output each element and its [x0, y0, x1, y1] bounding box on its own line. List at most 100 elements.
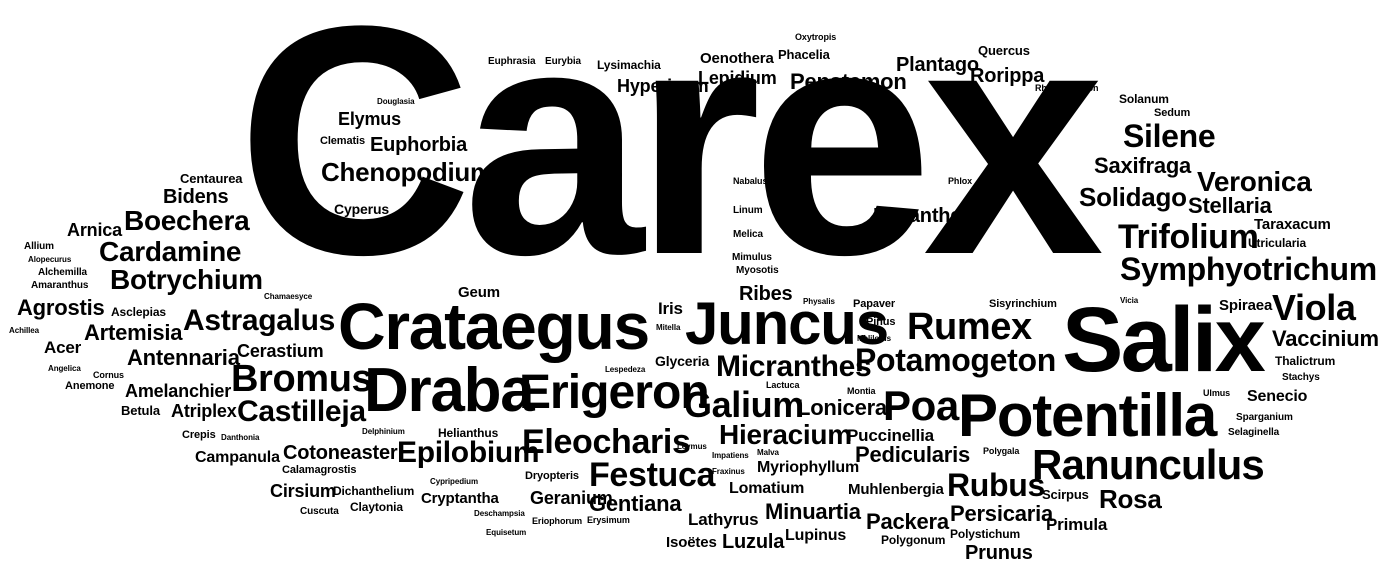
word-lonicera: Lonicera — [797, 395, 887, 420]
word-galium: Galium — [684, 384, 804, 425]
word-symphyotrichum: Symphyotrichum — [1120, 251, 1377, 287]
word-phacelia: Phacelia — [778, 47, 830, 62]
word-leymus: Leymus — [677, 442, 707, 451]
word-botrychium: Botrychium — [110, 264, 263, 295]
word-salix: Salix — [1062, 289, 1266, 391]
word-eurybia: Eurybia — [545, 56, 581, 67]
word-polygala: Polygala — [983, 446, 1020, 456]
word-saxifraga: Saxifraga — [1094, 153, 1192, 178]
word-rumex: Rumex — [907, 306, 1032, 348]
word-penstemon: Penstemon — [790, 69, 907, 94]
word-vaccinium: Vaccinium — [1272, 326, 1379, 351]
word-cuscuta: Cuscuta — [300, 506, 339, 517]
word-betula: Betula — [121, 403, 160, 418]
word-ulmus: Ulmus — [1203, 388, 1231, 398]
word-equisetum: Equisetum — [486, 528, 527, 537]
word-anemone: Anemone — [65, 380, 115, 392]
word-cypripedium: Cypripedium — [430, 477, 479, 486]
word-linum: Linum — [733, 205, 763, 216]
word-solanum: Solanum — [1119, 92, 1169, 106]
word-pinus: Pinus — [866, 316, 896, 328]
word-micranthes: Micranthes — [716, 350, 872, 383]
word-oxytropis: Oxytropis — [795, 32, 837, 42]
word-viola: Viola — [1272, 287, 1356, 328]
word-allium: Allium — [24, 241, 54, 252]
word-gentiana: Gentiana — [589, 491, 682, 516]
word-euphorbia: Euphorbia — [370, 134, 468, 156]
word-atriplex: Atriplex — [171, 401, 237, 421]
word-cotoneaster: Cotoneaster — [283, 442, 398, 464]
word-erigeron: Erigeron — [519, 366, 710, 419]
word-platanthera: Platanthera — [873, 205, 980, 227]
word-senecio: Senecio — [1247, 388, 1308, 405]
word-quercus: Quercus — [978, 43, 1030, 58]
word-rubus: Rubus — [947, 467, 1045, 503]
word-mitella: Mitella — [656, 323, 681, 332]
word-juncus: Juncus — [685, 290, 889, 357]
word-veronica: Veronica — [1197, 166, 1312, 197]
word-packera: Packera — [866, 509, 949, 534]
word-montia: Montia — [847, 386, 876, 396]
word-castilleja: Castilleja — [237, 395, 366, 428]
word-boechera: Boechera — [124, 205, 250, 236]
word-chenopodium: Chenopodium — [321, 157, 493, 187]
word-persicaria: Persicaria — [950, 501, 1053, 526]
word-calamagrostis: Calamagrostis — [282, 464, 357, 476]
word-helianthus: Helianthus — [438, 426, 499, 440]
word-physalis: Physalis — [803, 297, 835, 306]
word-muhlenbergia: Muhlenbergia — [848, 481, 944, 498]
word-plantago: Plantago — [896, 54, 979, 76]
word-delphinium: Delphinium — [362, 427, 405, 436]
word-alopecurus: Alopecurus — [28, 255, 72, 264]
word-mimulus: Mimulus — [732, 252, 772, 263]
word-lysimachia: Lysimachia — [597, 58, 661, 72]
word-lactuca: Lactuca — [766, 380, 800, 390]
word-desmodium: Desmodium — [349, 221, 400, 231]
word-cornus: Cornus — [93, 370, 124, 380]
word-ribes: Ribes — [739, 283, 793, 305]
word-festuca: Festuca — [589, 456, 716, 494]
word-geranium: Geranium — [530, 488, 613, 508]
word-amaranthus: Amaranthus — [31, 280, 89, 291]
word-bromus: Bromus — [231, 358, 373, 400]
word-primula: Primula — [1046, 515, 1108, 534]
word-melica: Melica — [733, 229, 763, 240]
word-spiraea: Spiraea — [1219, 297, 1273, 314]
word-lepidium: Lepidium — [698, 68, 777, 88]
word-lespedeza: Lespedeza — [605, 365, 646, 374]
word-arnica: Arnica — [67, 220, 122, 240]
word-potamogeton: Potamogeton — [855, 342, 1056, 378]
word-lathyrus: Lathyrus — [688, 510, 759, 529]
word-puccinellia: Puccinellia — [847, 426, 934, 445]
word-poa: Poa — [883, 382, 959, 429]
word-scirpus: Scirpus — [1042, 487, 1089, 502]
word-polygonum: Polygonum — [881, 533, 946, 547]
word-bidens: Bidens — [163, 186, 229, 208]
word-eriophorum: Eriophorum — [532, 516, 583, 526]
word-potentilla: Potentilla — [958, 382, 1217, 449]
word-elymus: Elymus — [338, 109, 401, 129]
word-selaginella: Selaginella — [1228, 427, 1280, 438]
word-douglasia: Douglasia — [377, 97, 415, 106]
word-claytonia: Claytonia — [350, 500, 403, 514]
word-dryopteris: Dryopteris — [525, 470, 579, 482]
word-asclepias: Asclepias — [111, 305, 166, 319]
word-cirsium: Cirsium — [270, 481, 336, 501]
word-solidago: Solidago — [1079, 182, 1187, 212]
word-angelica: Angelica — [48, 364, 81, 373]
word-rhododendron: Rhododendron — [1035, 83, 1099, 93]
word-sedum: Sedum — [1154, 107, 1191, 119]
word-danthonia: Danthonia — [221, 433, 260, 442]
word-crataegus: Crataegus — [338, 289, 650, 363]
word-ranunculus: Ranunculus — [1032, 441, 1265, 488]
word-cerastium: Cerastium — [237, 341, 324, 361]
word-vicia: Vicia — [1120, 296, 1139, 305]
word-minuartia: Minuartia — [765, 499, 861, 524]
word-antennaria: Antennaria — [127, 345, 240, 370]
word-hypericum: Hypericum — [617, 76, 709, 96]
word-phlox: Phlox — [948, 176, 973, 186]
word-utricularia: Utricularia — [1248, 236, 1307, 250]
word-eleocharis: Eleocharis — [522, 423, 691, 461]
word-iris: Iris — [658, 299, 683, 318]
